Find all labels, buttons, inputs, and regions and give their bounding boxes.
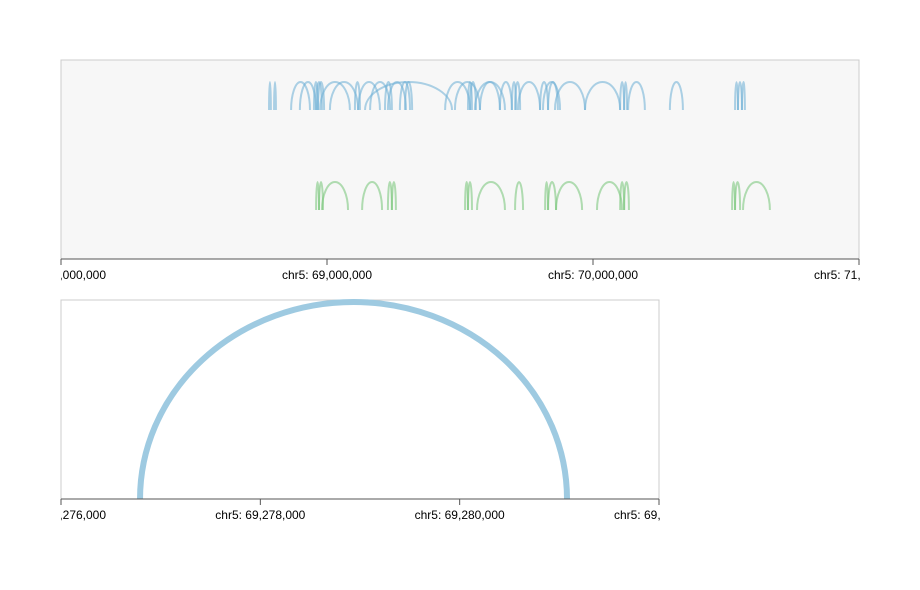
arc [584,81,622,111]
arc [320,181,350,211]
x-tick-label: chr5: 69,280,000 [415,508,505,522]
arc [553,81,587,111]
arc-panel: chr5: 69,276,000 chr5: 69,278,000 chr5: 69… [16,299,704,522]
arc [137,299,571,500]
x-tick-label: chr5: 69,278,000 [215,508,305,522]
arc [740,81,746,111]
arc-panel: chr5: 68,000,000 chr5: 69,000,000 chr5: 70… [16,59,904,282]
arc [478,81,501,111]
arc [357,81,381,111]
arcs [137,299,571,500]
arc [328,81,360,111]
tick-labels: chr5: 69,276,000 chr5: 69,278,000 chr5: 69… [16,508,704,522]
x-tick-label: chr5: 69,000,000 [282,268,372,282]
arc [390,180,397,211]
arc [476,181,506,211]
arc [555,181,584,211]
arc [453,81,481,111]
arc [361,181,384,211]
panel-background [60,59,860,260]
arc [316,81,326,111]
tick-labels: chr5: 68,000,000 chr5: 69,000,000 chr5: 70… [16,268,904,282]
arc [466,180,473,211]
arc [273,80,277,111]
arc [319,81,351,111]
arc [290,81,311,111]
arc [466,80,473,111]
arc [268,80,272,111]
arcs [268,80,771,211]
panel-background [60,299,660,500]
x-tick-label: chr5: 70,000,000 [548,268,638,282]
x-tick-label: chr5: 69,276,000 [16,508,106,522]
arc [383,81,393,111]
arc [398,81,411,111]
arc [403,80,414,111]
x-tick-label: chr5: 69,282,000 [614,508,704,522]
arc [668,81,684,111]
arc [623,80,629,111]
arc [734,181,742,211]
arc [742,181,771,211]
arc [627,81,646,111]
x-tick-label: chr5: 68,000,000 [16,268,106,282]
arc [623,180,630,211]
x-tick-label: chr5: 71,000,000 [814,268,904,282]
arc [514,180,525,211]
arc [547,181,558,211]
arc [516,81,542,111]
arc [547,81,559,111]
